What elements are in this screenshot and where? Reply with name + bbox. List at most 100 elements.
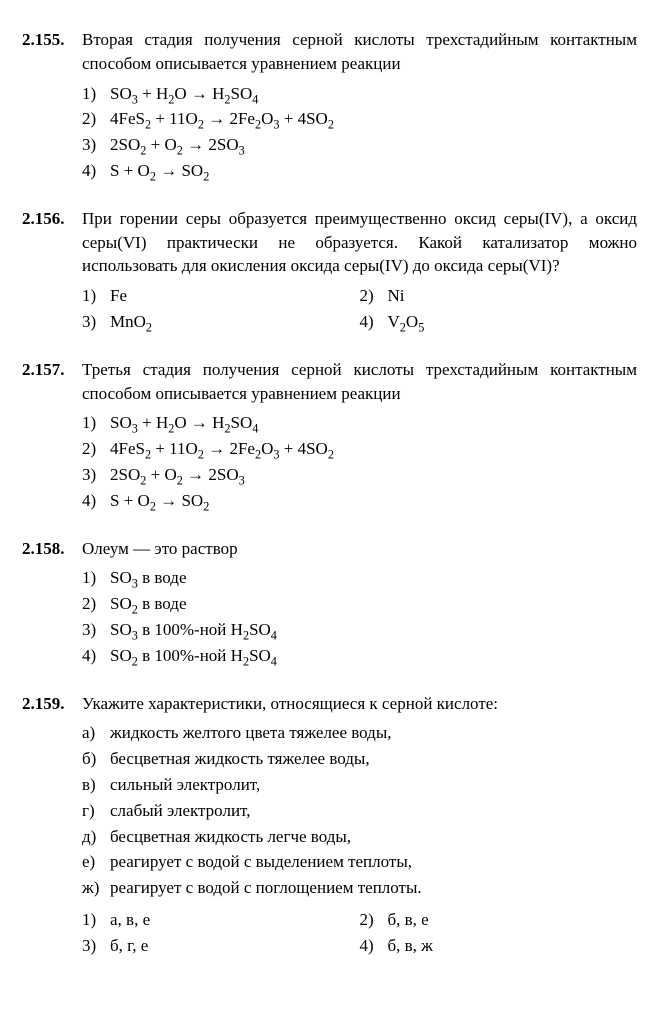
problem-body: Олеум — это раствор 1)SO3 в воде2)SO2 в в… (82, 537, 637, 670)
problem-number: 2.158. (22, 537, 82, 561)
options-list: 1)SO3 в воде2)SO2 в воде3)SO3 в 100%-ной… (82, 566, 637, 667)
problem: 2.159.Укажите характеристики, относящиес… (22, 692, 637, 960)
option: 2)4FeS2 + 11O2 → 2Fe2O3 + 4SO2 (82, 437, 637, 461)
sublist-item: а)жидкость желтого цвета тяжелее воды, (82, 721, 637, 745)
answer-text: б, в, е (388, 908, 429, 932)
option-text: SO3 в воде (110, 566, 187, 590)
sublist-text: бесцветная жидкость тяжелее воды, (110, 747, 370, 771)
option-text: V2O5 (388, 310, 425, 334)
sublist-marker: в) (82, 773, 110, 797)
option-marker: 1) (82, 82, 110, 106)
option: 1)SO3 + H2O → H2SO4 (82, 411, 637, 435)
option-marker: 2) (82, 107, 110, 131)
problem-prompt: Олеум — это раствор (82, 537, 637, 561)
sublist-marker: е) (82, 850, 110, 874)
sublist-item: е)реагирует с водой с выделением теплоты… (82, 850, 637, 874)
sublist-text: слабый электролит, (110, 799, 250, 823)
answer-row: 1)а, в, е2)б, в, е (82, 908, 637, 932)
answer-marker: 4) (360, 934, 388, 958)
option-marker: 3) (82, 463, 110, 487)
option-text: SO3 + H2O → H2SO4 (110, 82, 258, 106)
option-text: Fe (110, 284, 127, 308)
sublist-marker: б) (82, 747, 110, 771)
option-marker: 1) (82, 284, 110, 308)
option-marker: 2) (360, 284, 388, 308)
sublist-text: реагирует с водой с выделением теплоты, (110, 850, 412, 874)
option-marker: 2) (82, 592, 110, 616)
problem-body: Третья стадия получения серной кислоты т… (82, 358, 637, 515)
problem-prompt: Укажите характеристики, относящиеся к се… (82, 692, 637, 716)
sublist-item: в)сильный электролит, (82, 773, 637, 797)
option-text: 2SO2 + O2 → 2SO3 (110, 133, 245, 157)
option-text: 2SO2 + O2 → 2SO3 (110, 463, 245, 487)
sublist-text: жидкость желтого цвета тяжелее воды, (110, 721, 392, 745)
option-marker: 4) (360, 310, 388, 334)
options-list: 1)Fe2)Ni3)MnO24)V2O5 (82, 284, 637, 334)
option: 2)Ni (360, 284, 638, 308)
option-marker: 3) (82, 310, 110, 334)
option-text: S + O2 → SO2 (110, 159, 209, 183)
option-marker: 4) (82, 644, 110, 668)
sublist-item: д)бесцветная жидкость легче воды, (82, 825, 637, 849)
sublist-text: сильный электролит, (110, 773, 260, 797)
option-text: MnO2 (110, 310, 152, 334)
sublist-item: г)слабый электролит, (82, 799, 637, 823)
answers-list: 1)а, в, е2)б, в, е3)б, г, е4)б, в, ж (82, 908, 637, 958)
option-row: 1)Fe2)Ni (82, 284, 637, 308)
sublist-marker: а) (82, 721, 110, 745)
option: 2)4FeS2 + 11O2 → 2Fe2O3 + 4SO2 (82, 107, 637, 131)
answer-row: 3)б, г, е4)б, в, ж (82, 934, 637, 958)
document-root: 2.155.Вторая стадия получения серной кис… (22, 28, 637, 960)
answer-option: 4)б, в, ж (360, 934, 638, 958)
problem-prompt: При горении серы образуется преимуществе… (82, 207, 637, 278)
problem-prompt: Третья стадия получения серной кислоты т… (82, 358, 637, 406)
problem-number: 2.159. (22, 692, 82, 716)
sublist-marker: г) (82, 799, 110, 823)
option-row: 3)MnO24)V2O5 (82, 310, 637, 334)
option: 4)SO2 в 100%-ной H2SO4 (82, 644, 637, 668)
problem-number: 2.157. (22, 358, 82, 382)
answer-option: 3)б, г, е (82, 934, 360, 958)
sublist-item: ж)реагирует с водой с поглощением теплот… (82, 876, 637, 900)
problem: 2.158.Олеум — это раствор 1)SO3 в воде2)S… (22, 537, 637, 670)
option-marker: 2) (82, 437, 110, 461)
problem-prompt: Вторая стадия получения серной кислоты т… (82, 28, 637, 76)
sublist-marker: ж) (82, 876, 110, 900)
option: 1)SO3 в воде (82, 566, 637, 590)
option: 1)SO3 + H2O → H2SO4 (82, 82, 637, 106)
problem-body: При горении серы образуется преимуществе… (82, 207, 637, 336)
problem-body: Укажите характеристики, относящиеся к се… (82, 692, 637, 960)
option: 2)SO2 в воде (82, 592, 637, 616)
answer-option: 2)б, в, е (360, 908, 638, 932)
answer-text: а, в, е (110, 908, 150, 932)
option-marker: 3) (82, 618, 110, 642)
option-text: SO3 + H2O → H2SO4 (110, 411, 258, 435)
problem: 2.157.Третья стадия получения серной кис… (22, 358, 637, 515)
option: 1)Fe (82, 284, 360, 308)
answer-text: б, в, ж (388, 934, 433, 958)
problem: 2.156.При горении серы образуется преиму… (22, 207, 637, 336)
option: 3)2SO2 + O2 → 2SO3 (82, 463, 637, 487)
option-text: Ni (388, 284, 405, 308)
option-text: 4FeS2 + 11O2 → 2Fe2O3 + 4SO2 (110, 107, 334, 131)
option: 3)2SO2 + O2 → 2SO3 (82, 133, 637, 157)
answer-marker: 2) (360, 908, 388, 932)
option: 3)MnO2 (82, 310, 360, 334)
option-marker: 1) (82, 566, 110, 590)
sublist: а)жидкость желтого цвета тяжелее воды,б)… (82, 721, 637, 900)
sublist-text: реагирует с водой с поглощением теплоты. (110, 876, 422, 900)
option: 3)SO3 в 100%-ной H2SO4 (82, 618, 637, 642)
option-text: SO2 в воде (110, 592, 187, 616)
problem-number: 2.156. (22, 207, 82, 231)
option-marker: 4) (82, 489, 110, 513)
option-marker: 1) (82, 411, 110, 435)
answer-text: б, г, е (110, 934, 148, 958)
option: 4)S + O2 → SO2 (82, 159, 637, 183)
problem-number: 2.155. (22, 28, 82, 52)
problem-body: Вторая стадия получения серной кислоты т… (82, 28, 637, 185)
sublist-text: бесцветная жидкость легче воды, (110, 825, 351, 849)
sublist-item: б)бесцветная жидкость тяжелее воды, (82, 747, 637, 771)
option: 4)V2O5 (360, 310, 638, 334)
answer-option: 1)а, в, е (82, 908, 360, 932)
answer-marker: 1) (82, 908, 110, 932)
